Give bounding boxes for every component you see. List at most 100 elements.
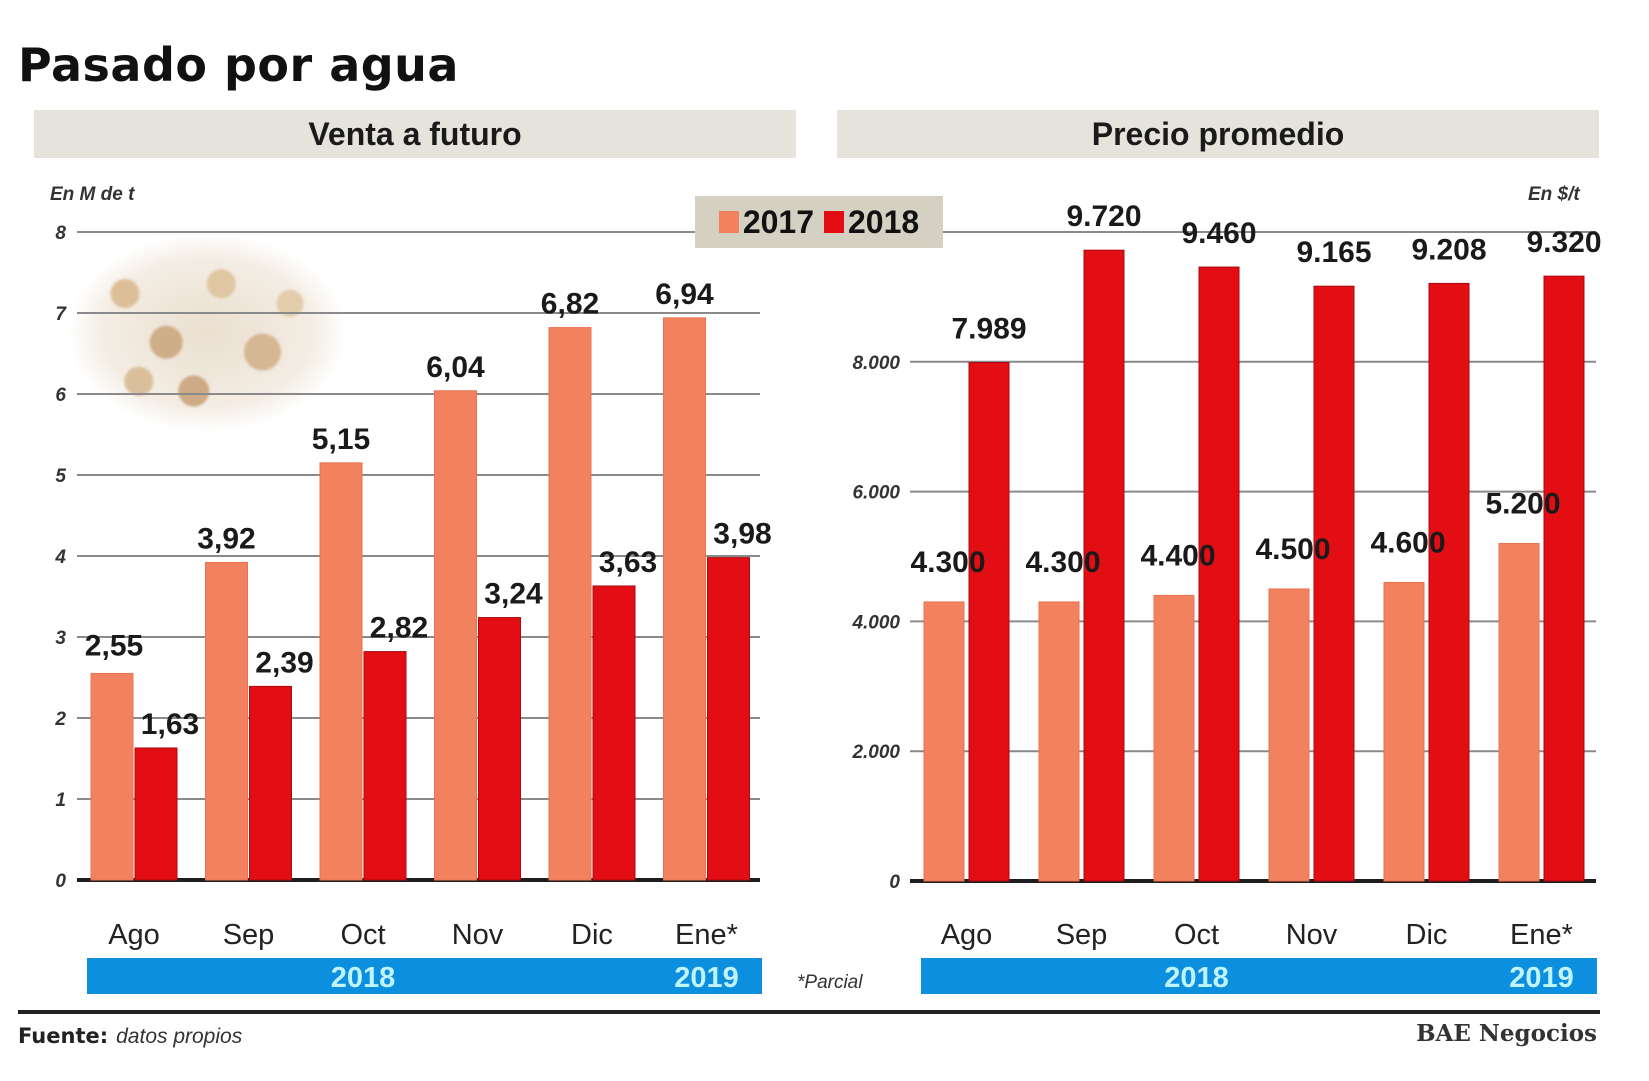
chart0-category-label: Sep [223, 919, 275, 951]
chart1-bar-2018 [1313, 285, 1355, 882]
chart1-bar-2017 [1268, 588, 1310, 882]
legend-label-2017: 2017 [742, 203, 814, 240]
chart1-bar-2018 [968, 362, 1010, 882]
source-line: Fuente: datos propios [18, 1024, 242, 1049]
legend: 2017 2018 [695, 196, 943, 248]
chart0-category-label: Ene* [675, 919, 738, 951]
chart0-value-label-2017: 5,15 [312, 423, 370, 456]
chart0-value-label-2018: 2,82 [370, 612, 428, 645]
chart1-year-label-2018: 2018 [1164, 962, 1229, 994]
chart1-category-label: Oct [1174, 919, 1219, 951]
legend-swatch-2018 [824, 211, 844, 233]
chart0-bar-2017 [90, 672, 134, 881]
chart1-value-label-2018: 9.320 [1526, 226, 1601, 259]
chart0-value-label-2018: 3,63 [599, 546, 657, 579]
right-unit-label: En $/t [1528, 184, 1580, 205]
chart1-ytick-label: 2.000 [851, 742, 900, 763]
chart1-value-label-2018: 9.460 [1181, 217, 1256, 250]
footnote-partial: *Parcial [797, 972, 863, 993]
chart1-bar-2017 [1153, 594, 1195, 882]
chart1-value-label-2018: 7.989 [951, 313, 1026, 346]
chart0-ytick-label: 3 [55, 628, 66, 649]
chart0-category-label: Nov [452, 919, 504, 951]
chart0-value-label-2017: 3,92 [197, 522, 255, 555]
chart1-bar-2018 [1543, 275, 1585, 882]
chart0-value-label-2017: 6,94 [655, 278, 714, 311]
legend-label-2018: 2018 [848, 203, 920, 240]
chart1-category-label: Ago [941, 919, 993, 951]
chart0-bar-2017 [663, 317, 706, 881]
soybean-photo [70, 235, 345, 430]
chart0-ytick-label: 1 [55, 790, 66, 811]
legend-swatch-2017 [718, 211, 739, 233]
chart0-value-label-2017: 6,82 [541, 288, 599, 321]
chart0-bar-2018 [707, 557, 750, 881]
chart1-bar-2017 [923, 601, 965, 882]
chart1-value-label-2017: 4.600 [1370, 526, 1445, 559]
legend-item-2017: 2017 [718, 203, 814, 241]
chart0-bar-2018 [249, 685, 292, 881]
left-chart-title: Venta a futuro [34, 110, 796, 158]
chart1-value-label-2017: 4.400 [1140, 539, 1215, 572]
chart1-bar-2018 [1083, 249, 1125, 882]
chart0-category-label: Oct [340, 919, 385, 951]
chart0-ytick-label: 0 [55, 871, 66, 892]
chart1-ytick-label: 4.000 [851, 612, 900, 633]
chart0-year-band [87, 958, 762, 994]
chart1-value-label-2017: 4.500 [1255, 533, 1330, 566]
chart1-value-label-2018: 9.720 [1066, 200, 1141, 233]
right-chart-title: Precio promedio [837, 110, 1599, 158]
left-unit-label: En M de t [50, 184, 135, 205]
chart1-value-label-2017: 4.300 [910, 546, 985, 579]
main-title: Pasado por agua [18, 38, 459, 92]
chart1-category-label: Sep [1056, 919, 1108, 951]
chart0-bar-2018 [478, 617, 521, 881]
chart0-ytick-label: 2 [54, 709, 66, 730]
chart1-category-label: Nov [1286, 919, 1338, 951]
chart0-ytick-label: 7 [55, 304, 67, 325]
chart1-ytick-label: 8.000 [852, 353, 900, 374]
chart0-year-label-2019: 2019 [674, 962, 739, 994]
chart0-category-label: Dic [571, 919, 613, 951]
chart0-year-label-2018: 2018 [331, 962, 396, 994]
chart1-year-band [921, 958, 1597, 994]
chart1-category-label: Ene* [1510, 919, 1573, 951]
chart1-bar-2018 [1428, 282, 1470, 882]
chart0-bar-2018 [592, 585, 636, 881]
chart0-value-label-2018: 2,39 [255, 646, 313, 679]
chart0-category-label: Ago [108, 919, 160, 951]
chart0-ytick-label: 8 [55, 223, 66, 244]
chart0-ytick-label: 5 [55, 466, 66, 487]
chart0-value-label-2018: 1,63 [141, 708, 199, 741]
chart1-value-label-2017: 5.200 [1485, 488, 1560, 521]
chart1-category-label: Dic [1406, 919, 1448, 951]
chart1-year-label-2019: 2019 [1509, 962, 1574, 994]
chart0-bar-2017 [548, 327, 592, 881]
chart0-value-label-2018: 3,98 [713, 518, 771, 551]
chart1-bar-2018 [1198, 266, 1240, 882]
chart1-bar-2017 [1038, 601, 1080, 882]
chart1-value-label-2018: 9.208 [1411, 233, 1486, 266]
source-label: Fuente: [18, 1024, 109, 1048]
chart1-ytick-label: 6.000 [852, 483, 900, 504]
chart0-bar-2018 [134, 747, 178, 881]
chart0-bar-2017 [434, 390, 477, 881]
brand-credit: BAE Negocios [1416, 1020, 1597, 1047]
chart1-value-label-2017: 4.300 [1025, 546, 1100, 579]
chart1-value-label-2018: 9.165 [1296, 236, 1371, 269]
chart0-value-label-2018: 3,24 [484, 578, 543, 611]
chart0-value-label-2017: 2,55 [85, 629, 143, 662]
chart0-ytick-label: 6 [55, 385, 66, 406]
source-text: datos propios [116, 1025, 243, 1048]
chart1-bar-2017 [1383, 581, 1425, 882]
chart0-bar-2017 [319, 462, 363, 881]
legend-item-2018: 2018 [824, 204, 919, 241]
chart0-ytick-label: 4 [54, 547, 66, 568]
chart0-value-label-2017: 6,04 [426, 351, 485, 384]
chart0-bar-2018 [363, 651, 407, 881]
chart1-ytick-label: 0 [889, 872, 900, 893]
footer-rule [18, 1010, 1600, 1014]
chart1-bar-2017 [1498, 543, 1540, 882]
chart0-bar-2017 [205, 561, 248, 881]
